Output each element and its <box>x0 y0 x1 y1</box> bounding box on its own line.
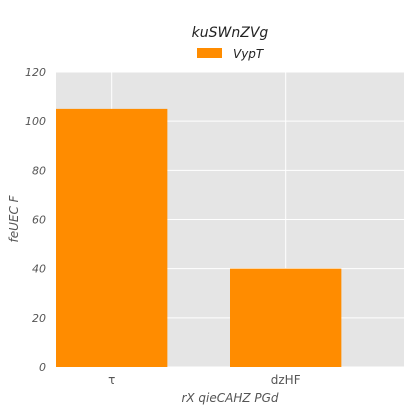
legend-swatch <box>197 48 222 58</box>
x-tick-labels: τ dzHF <box>108 373 301 387</box>
bar <box>56 108 168 367</box>
y-tick-label: 40 <box>32 263 46 276</box>
bars <box>56 108 342 367</box>
y-tick-label: 20 <box>32 312 46 325</box>
y-tick-label: 100 <box>25 115 46 128</box>
y-tick-label: 60 <box>32 214 46 227</box>
y-tick-labels: 0 20 40 60 80 100 120 <box>25 66 46 374</box>
legend: VypT <box>197 47 265 61</box>
y-tick-label: 80 <box>32 164 46 177</box>
y-tick-label: 0 <box>39 361 46 374</box>
chart-title: kuSWnZVg <box>192 25 269 41</box>
x-axis-label: rX qieCAHZ PGd <box>181 391 278 405</box>
legend-label: VypT <box>233 47 265 61</box>
x-tick-label: τ <box>108 373 115 387</box>
y-axis-label: feUEC F <box>7 194 21 242</box>
y-tick-label: 120 <box>25 66 46 79</box>
bar <box>230 268 342 367</box>
x-tick-label: dzHF <box>271 373 301 387</box>
